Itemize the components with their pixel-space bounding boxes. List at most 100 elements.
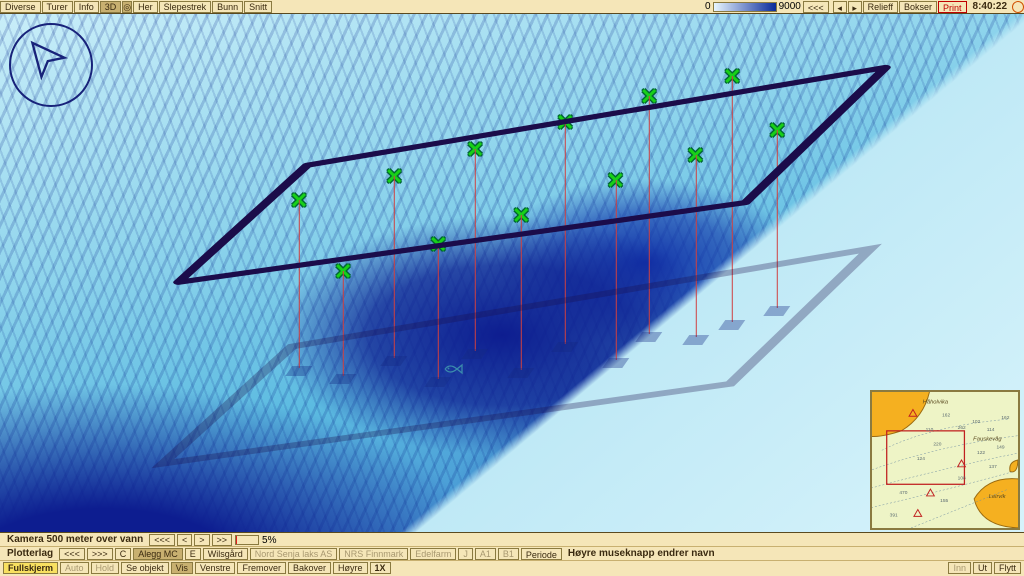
camera-rr-button[interactable]: >> (212, 534, 233, 546)
print-button[interactable]: Print (938, 1, 967, 13)
camera-progress-text: 5% (262, 535, 276, 546)
cage-x-icon: ✕ (606, 168, 624, 194)
cage-marker: ✕ (640, 84, 658, 110)
plotter-nav-button[interactable]: C (115, 548, 132, 560)
top-info-button[interactable]: Info (74, 1, 99, 13)
fremover-button[interactable]: Fremover (237, 562, 286, 574)
se objekt-button[interactable]: Se objekt (121, 562, 169, 574)
cage-x-icon: ✕ (385, 164, 403, 190)
venstre-button[interactable]: Venstre (195, 562, 236, 574)
layer-a1-button[interactable]: A1 (475, 548, 496, 560)
layer-b1-button[interactable]: B1 (498, 548, 519, 560)
svg-text:470: 470 (899, 490, 907, 496)
svg-text:122: 122 (977, 450, 985, 456)
camera-row: Kamera 500 meter over vann <<<<>>> 5% (0, 533, 1024, 547)
cage-x-icon: ✕ (556, 110, 574, 136)
cage-marker: ✕ (334, 259, 352, 285)
svg-text:124: 124 (917, 456, 925, 462)
cage-x-icon: ✕ (686, 143, 704, 169)
plotter-nav-button[interactable]: <<< (59, 548, 85, 560)
plotter-row: Plotterlag <<<>>>C Alegg MCEWilsgårdNord… (0, 547, 1024, 561)
cage-x-icon: ✕ (640, 84, 658, 110)
hold-button[interactable]: Hold (91, 562, 120, 574)
cage-x-icon: ✕ (723, 64, 741, 90)
svg-text:220: 220 (933, 441, 941, 447)
plotter-label: Plotterlag (2, 548, 58, 559)
layer-nord-senja-laks-as-button[interactable]: Nord Senja laks AS (250, 548, 338, 560)
cage-x-icon: ✕ (768, 118, 786, 144)
camera-lll-button[interactable]: <<< (149, 534, 175, 546)
top-toolbar: DiverseTurerInfo3D◎HerSlepestrekBunnSnit… (0, 0, 1024, 14)
sun-icon (1012, 1, 1024, 13)
inn-button[interactable]: Inn (948, 562, 971, 574)
layer-nrs-finnmark-button[interactable]: NRS Finnmark (339, 548, 408, 560)
top-her-button[interactable]: Her (133, 1, 158, 13)
cage-x-icon: ✕ (466, 137, 484, 163)
plotter-nav-button[interactable]: >>> (87, 548, 113, 560)
svg-text:110: 110 (926, 427, 934, 433)
cage-x-icon: ✕ (334, 259, 352, 285)
layer-j-button[interactable]: J (458, 548, 473, 560)
depth-min: 0 (705, 1, 711, 12)
flytt-button[interactable]: Flytt (994, 562, 1021, 574)
svg-text:155: 155 (940, 498, 948, 504)
cage-marker: ✕ (556, 110, 574, 136)
layer-edelfarm-button[interactable]: Edelfarm (410, 548, 456, 560)
cage-marker: ✕ (686, 143, 704, 169)
cage-marker: ✕ (466, 137, 484, 163)
top-slepestrek-button[interactable]: Slepestrek (159, 1, 212, 13)
auto-button[interactable]: Auto (60, 562, 89, 574)
camera-r-button[interactable]: > (194, 534, 209, 546)
camera-progress: 5% (235, 535, 259, 545)
svg-text:262: 262 (958, 425, 966, 431)
cage-marker: ✕ (723, 64, 741, 90)
cage-x-icon: ✕ (512, 203, 530, 229)
compass-icon (8, 22, 94, 108)
cage-marker: ✕ (512, 203, 530, 229)
layer-e-button[interactable]: E (185, 548, 201, 560)
svg-text:149: 149 (996, 444, 1004, 450)
cage-marker: ✕ (385, 164, 403, 190)
1x-button[interactable]: 1X (370, 562, 391, 574)
top-turer-button[interactable]: Turer (42, 1, 73, 13)
camera-label: Kamera 500 meter over vann (2, 534, 148, 545)
cage-x-icon: ✕ (429, 232, 447, 258)
svg-text:102: 102 (972, 419, 980, 425)
vis-button[interactable]: Vis (171, 562, 193, 574)
svg-text:108: 108 (958, 475, 966, 481)
top-bunn-button[interactable]: Bunn (212, 1, 243, 13)
top-relieff-button[interactable]: Relieff (863, 1, 898, 13)
svg-text:Fauskevåg: Fauskevåg (973, 436, 1002, 443)
layer-alegg-mc-button[interactable]: Alegg MC (133, 548, 183, 560)
target-icon[interactable]: ◎ (122, 1, 132, 13)
nav-left-button[interactable]: ◂ (833, 1, 847, 13)
camera-l-button[interactable]: < (177, 534, 192, 546)
fish-icon (443, 362, 463, 379)
depth-max: 9000 (779, 1, 801, 12)
cage-marker: ✕ (768, 118, 786, 144)
plotter-hint: Høyre museknapp endrer navn (563, 548, 720, 559)
svg-text:391: 391 (890, 512, 898, 518)
svg-text:162: 162 (942, 412, 950, 418)
depth-gradient (713, 2, 777, 12)
minimap[interactable]: Håholvika Fauskevåg Leirvik 162110 26222… (870, 390, 1020, 530)
svg-text:114: 114 (987, 427, 995, 433)
top-snitt-button[interactable]: Snitt (244, 1, 272, 13)
bakover-button[interactable]: Bakover (288, 562, 331, 574)
cage-marker: ✕ (606, 168, 624, 194)
depth-arrows-button[interactable]: <<< (803, 1, 829, 13)
ut-button[interactable]: Ut (973, 562, 992, 574)
bottom-toolbar: Kamera 500 meter over vann <<<<>>> 5% Pl… (0, 532, 1024, 576)
fullskjerm-button[interactable]: Fullskjerm (3, 562, 58, 574)
høyre-button[interactable]: Høyre (333, 562, 368, 574)
top-bokser-button[interactable]: Bokser (899, 1, 937, 13)
top-3d-button[interactable]: 3D (100, 1, 122, 13)
nav-right-button[interactable]: ▸ (848, 1, 862, 13)
periode-button[interactable]: Periode (521, 548, 562, 560)
layer-wilsg-rd-button[interactable]: Wilsgård (203, 548, 248, 560)
cage-marker: ✕ (290, 188, 308, 214)
depth-scale: 0 9000 <<< (705, 1, 830, 13)
top-diverse-button[interactable]: Diverse (0, 1, 41, 13)
cage-marker: ✕ (429, 232, 447, 258)
svg-text:Håholvika: Håholvika (923, 399, 949, 406)
